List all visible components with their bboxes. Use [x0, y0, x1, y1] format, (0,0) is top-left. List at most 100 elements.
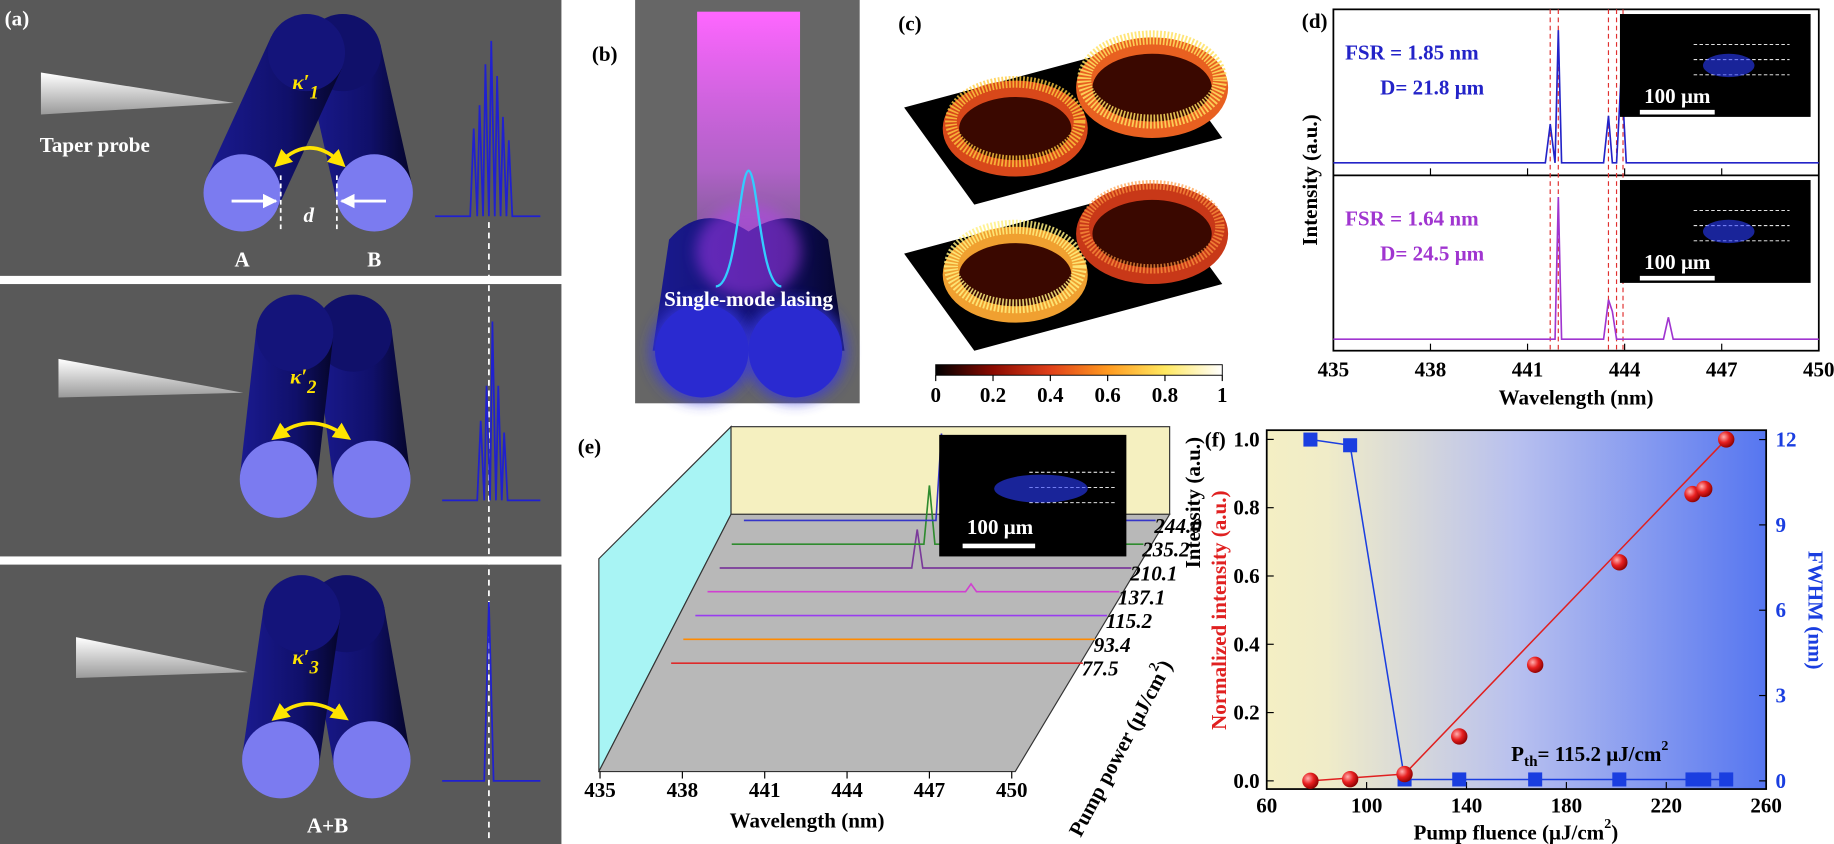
inset-glow: [994, 474, 1088, 503]
label-sup: 2: [1604, 816, 1611, 832]
fwhm-point: [1452, 772, 1467, 787]
annotation: Pth= 115.2 μJ/cm2: [1511, 738, 1668, 770]
x-axis-label: Wavelength (nm): [730, 809, 885, 833]
taper-probe: [40, 72, 234, 115]
x-tick-label: 450: [1803, 357, 1834, 381]
x-tick-label: 180: [1551, 793, 1583, 817]
x-tick-label: 441: [749, 778, 781, 802]
ring-label: A: [235, 248, 251, 272]
colorbar-tick-label: 0.2: [980, 383, 1006, 407]
coupling-arrow: [274, 146, 346, 168]
x-tick-label: 450: [996, 778, 1028, 802]
x-tick-label: 100: [1351, 793, 1383, 817]
y2-tick-label: 3: [1776, 684, 1787, 708]
x-tick-label: 447: [914, 778, 946, 802]
intensity-point: [1396, 765, 1413, 783]
annotation-part: P: [1511, 742, 1524, 766]
panel-label: (a): [5, 7, 30, 31]
cylinder-end: [239, 440, 317, 518]
plot-bg: [1266, 430, 1767, 790]
coupling-arrow: [271, 421, 352, 441]
intensity-point: [1611, 554, 1628, 571]
colorbar-tick-label: 1: [1217, 383, 1228, 407]
ring-label: A+B: [307, 813, 348, 837]
scale-bar-label: 100 μm: [1644, 84, 1711, 108]
annotation: FSR = 1.64 nm: [1345, 207, 1479, 231]
panel-label: (e): [578, 435, 601, 459]
y-tick-label: 0.6: [1233, 564, 1259, 588]
y-tick-label: 1.0: [1233, 427, 1259, 451]
label-text: ): [1611, 820, 1618, 844]
annotation-part: = 115.2 μJ/cm: [1538, 742, 1662, 766]
y-tick-label: 0.4: [1233, 632, 1260, 656]
panel-label: (c): [898, 11, 921, 35]
colorbar-tick-label: 0.4: [1037, 383, 1064, 407]
annotation: D= 24.5 μm: [1380, 242, 1484, 266]
kappa-base: κ′: [292, 70, 309, 94]
ring-spikes: [1077, 30, 1227, 129]
ring: [1076, 37, 1229, 138]
y2-tick-label: 0: [1776, 769, 1787, 793]
colorbar-tick-label: 0.8: [1152, 383, 1178, 407]
cylinder-end: [242, 721, 320, 799]
series-label: 93.4: [1094, 633, 1131, 657]
annotation-sub: th: [1524, 753, 1538, 770]
kappa-label: κ′3: [292, 645, 318, 678]
panel-a: (a) Taper probe κ′1 κ′2 κ′3 d A B A+B: [0, 0, 562, 844]
x-tick-label: 438: [1415, 357, 1447, 381]
kappa-label: κ′1: [292, 70, 318, 103]
cylinder-end: [333, 721, 411, 799]
y2-tick-label: 6: [1776, 598, 1787, 622]
intensity-point: [1526, 656, 1544, 673]
cylinder-top: [256, 294, 334, 372]
x-tick-label: 140: [1451, 793, 1483, 817]
z-axis-label: Pump power (μJ/cm2): [1060, 654, 1177, 840]
fwhm-point: [1528, 772, 1543, 787]
mini-spectrum: [442, 321, 541, 502]
cylinder-end: [333, 440, 411, 518]
cylinder-end: [748, 303, 843, 398]
y2-axis-label: FWHM (nm): [1803, 551, 1827, 670]
series-label: 235.2: [1141, 538, 1190, 562]
series-label: 244.0: [1153, 514, 1202, 538]
x-tick-label: 447: [1706, 357, 1738, 381]
probe-label: Taper probe: [40, 133, 150, 157]
cylinder-end: [655, 303, 749, 398]
plot-frame: [1265, 429, 1768, 790]
y-tick-label: 0.2: [1233, 701, 1259, 725]
ring-spikes: [1079, 180, 1225, 274]
x-tick-label: 441: [1512, 357, 1544, 381]
x-tick-label: 220: [1650, 793, 1682, 817]
annotation: FSR = 1.85 nm: [1345, 41, 1479, 65]
coupling-arrow: [271, 702, 349, 721]
inset-glow: [1703, 219, 1755, 244]
cylinder-top: [314, 294, 392, 372]
x-tick-label: 444: [831, 778, 863, 802]
panel-label: (b): [592, 42, 618, 66]
panel-b: (b) Single-mode lasing: [592, 0, 860, 404]
spectrum: [1333, 30, 1819, 164]
x-axis-label: Wavelength (nm): [1499, 385, 1654, 409]
series-label: 77.5: [1082, 657, 1119, 681]
cylinder-end: [203, 154, 281, 232]
series-label: 115.2: [1106, 609, 1153, 633]
scale-bar-label: 100 μm: [1644, 250, 1711, 274]
kappa-label: κ′2: [290, 364, 316, 397]
panel-f: (f) Pump fluence (μJ/cm2) Pth= 115.2 μJ/…: [1205, 428, 1767, 844]
fwhm-point: [1697, 772, 1712, 787]
cylinder-top: [263, 575, 341, 653]
x-tick-label: 438: [667, 778, 699, 802]
fwhm-point: [1612, 772, 1627, 787]
ring: [1076, 183, 1229, 285]
kappa-sub: 1: [309, 82, 318, 103]
series-label: 137.1: [1118, 585, 1165, 609]
taper-probe: [76, 637, 248, 679]
spectrum: [707, 582, 1120, 593]
y2-tick-label: 12: [1776, 428, 1797, 452]
glow: [695, 204, 802, 299]
kappa-sub: 2: [306, 376, 316, 397]
annotation-sup: 2: [1661, 738, 1668, 754]
caption: Single-mode lasing: [664, 287, 833, 311]
kappa-sub: 3: [308, 657, 318, 678]
